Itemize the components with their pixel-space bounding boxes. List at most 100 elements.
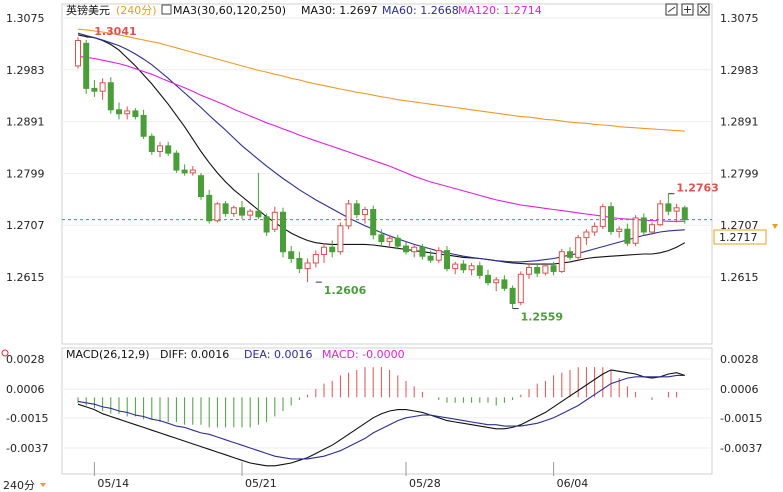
candle-up — [583, 231, 590, 239]
candle-up — [599, 206, 606, 227]
candle-down — [419, 246, 426, 257]
price-arrow-icon — [772, 224, 778, 229]
candle-up — [657, 203, 664, 226]
macd-tick-label-left: 0.0028 — [6, 353, 45, 366]
macd-dea-value: DEA: 0.0016 — [244, 348, 312, 361]
candle-down — [91, 87, 98, 92]
candle-up — [75, 40, 81, 67]
y-tick-label-right: 1.2707 — [720, 219, 759, 232]
candle-down — [681, 207, 688, 221]
candle-up — [345, 203, 352, 227]
candle-down — [403, 245, 409, 253]
candle-down — [394, 237, 401, 247]
candle-up — [452, 263, 459, 270]
ma-indicator-label: MA3(30,60,120,250) — [173, 4, 286, 17]
y-tick-label-left: 1.3075 — [6, 12, 45, 25]
candle-down — [280, 211, 286, 253]
candle-up — [526, 266, 532, 275]
macd-tick-label-right: -0.0037 — [720, 442, 762, 455]
candle-down — [444, 250, 450, 270]
candle-down — [485, 274, 491, 284]
candle-down — [206, 194, 213, 222]
candle-up — [632, 217, 639, 244]
candle-down — [132, 110, 139, 118]
macd-collapse-icon[interactable] — [1, 349, 9, 357]
ma120-value: MA120: 1.2714 — [458, 4, 542, 17]
candle-down — [370, 208, 377, 236]
candle-up — [312, 254, 319, 264]
macd-tick-label-right: 0.0006 — [720, 383, 759, 396]
candle-down — [427, 255, 434, 261]
candle-up — [271, 211, 278, 230]
candle-up — [558, 251, 565, 272]
candle-down — [624, 228, 631, 244]
ma60-value: MA60: 1.2668 — [382, 4, 459, 17]
macd-dea-line — [77, 374, 685, 460]
candle-down — [116, 109, 122, 115]
candle-down — [665, 203, 672, 212]
y-axis-labels: 1.3075 1.3075 1.2983 1.2983 1.2891 1.2891 1.27… — [6, 12, 762, 455]
macd-tick-label-left: 0.0006 — [6, 383, 45, 396]
x-tick-label: 06/04 — [557, 477, 589, 490]
candle-up — [542, 265, 549, 274]
y-tick-label-left: 1.2983 — [6, 64, 45, 77]
candle-down — [534, 266, 541, 274]
ma-line-ma30 — [77, 34, 686, 265]
candle-down — [567, 251, 573, 258]
candle-down — [296, 257, 303, 270]
y-tick-label-right: 1.2615 — [720, 271, 759, 284]
candle-down — [550, 265, 557, 272]
candle-down — [353, 203, 360, 216]
candle-down — [198, 175, 204, 198]
price-annotations: 1.3041 1.2606 1.2559 1.2763 — [86, 25, 719, 324]
candle-down — [148, 135, 155, 152]
candle-down — [107, 82, 114, 111]
candle-up — [189, 169, 196, 174]
candle-up — [649, 224, 655, 233]
candle-down — [173, 152, 180, 171]
candle-up — [362, 208, 368, 216]
candle-up — [411, 246, 418, 253]
candle-down — [263, 216, 270, 233]
chart-split-icon[interactable] — [681, 3, 694, 16]
candle-down — [460, 263, 467, 271]
period-dropdown-icon[interactable] — [40, 483, 46, 487]
ma-line-ma250 — [77, 28, 685, 132]
candle-up — [99, 82, 106, 92]
candle-up — [124, 110, 131, 115]
candle-down — [239, 207, 245, 216]
candle-down — [83, 42, 90, 89]
candle-down — [608, 206, 614, 232]
indicator-checkbox-icon[interactable] — [161, 4, 172, 15]
price-panel-frame — [61, 3, 713, 345]
y-tick-label-right: 1.2799 — [720, 167, 759, 180]
macd-diff-line — [77, 369, 685, 467]
y-tick-label-right: 1.2891 — [720, 116, 759, 129]
low-annotation: 1.2606 — [324, 284, 367, 297]
high-annotation: 1.3041 — [94, 25, 136, 38]
macd-diff-value: DIFF: 0.0016 — [160, 348, 229, 361]
candle-down — [476, 265, 483, 276]
candle-down — [509, 287, 516, 305]
candle-up — [493, 279, 500, 284]
candle-up — [157, 145, 163, 152]
chart-close-icon[interactable] — [697, 3, 710, 16]
y-tick-label-left: 1.2615 — [6, 271, 45, 284]
candle-down — [329, 246, 336, 253]
symbol-title: 英镑美元 — [66, 3, 110, 17]
high-annotation: 1.2763 — [676, 182, 718, 195]
period-label: (240分) — [116, 4, 157, 17]
candle-up — [337, 225, 344, 253]
y-tick-label-left: 1.2707 — [6, 219, 45, 232]
current-price-tag — [713, 229, 767, 245]
candle-up — [517, 273, 524, 303]
chart-settings-icon[interactable] — [665, 3, 678, 16]
period-selector-button[interactable]: 240分 — [3, 479, 35, 492]
low-annotation: 1.2559 — [521, 311, 563, 324]
candle-up — [304, 262, 311, 270]
x-tick-label: 05/21 — [245, 477, 277, 490]
y-tick-label-right: 1.2983 — [720, 64, 759, 77]
x-tick-label: 05/28 — [409, 477, 441, 490]
